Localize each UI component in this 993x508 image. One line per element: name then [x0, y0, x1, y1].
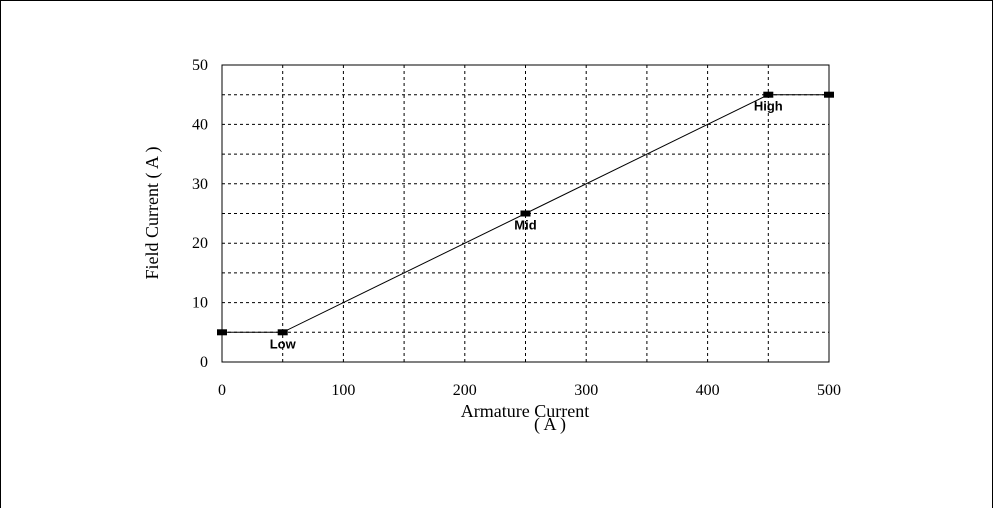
- x-tick-label: 400: [696, 382, 720, 399]
- x-axis-label: Armature Current: [461, 401, 589, 421]
- data-point-marker: [217, 329, 227, 336]
- x-axis-unit: ( A ): [534, 414, 566, 435]
- y-tick-label: 30: [192, 176, 208, 193]
- y-tick-label: 40: [192, 116, 208, 133]
- marker-group: [217, 91, 834, 336]
- data-point-marker: [520, 210, 531, 217]
- x-tick-label: 200: [453, 382, 477, 399]
- point-label-mid: Mid: [514, 218, 536, 233]
- plot-area-border: [221, 64, 830, 363]
- data-point-marker: [763, 91, 774, 98]
- y-axis-ticks: 0 10 20 30 40 50: [192, 57, 208, 371]
- x-tick-label: 100: [331, 382, 355, 399]
- point-annotations: Low Mid High: [270, 99, 783, 352]
- y-tick-label: 10: [192, 295, 208, 312]
- point-label-high: High: [754, 99, 783, 114]
- grid-lines: [222, 65, 829, 362]
- y-tick-label: 0: [200, 354, 208, 371]
- y-tick-label: 50: [192, 57, 208, 74]
- x-tick-label: 500: [817, 382, 841, 399]
- x-tick-label: 0: [218, 382, 226, 399]
- x-axis-ticks: 0 100 200 300 400 500: [218, 382, 841, 399]
- data-point-marker: [824, 91, 834, 98]
- x-tick-label: 300: [574, 382, 598, 399]
- point-label-low: Low: [270, 336, 297, 351]
- y-tick-label: 20: [192, 235, 208, 252]
- data-point-marker: [277, 329, 288, 336]
- y-axis-label: Field Current ( A ): [142, 147, 163, 280]
